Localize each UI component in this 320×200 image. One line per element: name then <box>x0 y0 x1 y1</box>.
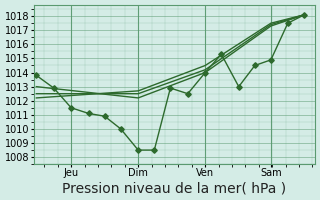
X-axis label: Pression niveau de la mer( hPa ): Pression niveau de la mer( hPa ) <box>62 181 286 195</box>
